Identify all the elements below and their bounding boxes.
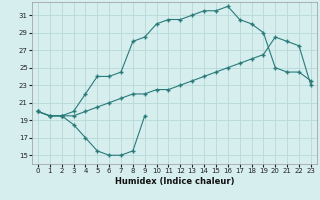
X-axis label: Humidex (Indice chaleur): Humidex (Indice chaleur) [115,177,234,186]
